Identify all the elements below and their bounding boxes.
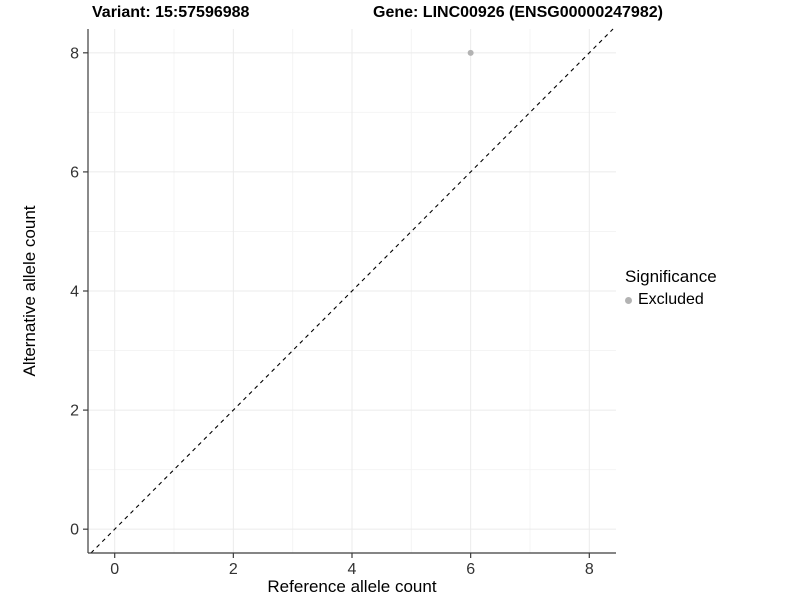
x-axis-title: Reference allele count xyxy=(267,577,437,596)
x-tick-label: 6 xyxy=(466,561,475,578)
gene-title: Gene: LINC00926 (ENSG00000247982) xyxy=(373,4,663,21)
legend-item-label: Excluded xyxy=(638,291,704,308)
legend-item-excluded: Excluded xyxy=(625,291,717,309)
x-tick-label: 0 xyxy=(110,561,119,578)
data-point-excluded xyxy=(467,49,474,56)
identity-line xyxy=(90,28,614,554)
legend-title: Significance xyxy=(625,267,717,286)
x-tick-label: 4 xyxy=(348,561,357,578)
y-tick-label: 2 xyxy=(70,403,79,420)
y-axis-title: Alternative allele count xyxy=(20,205,39,377)
x-tick-label: 2 xyxy=(229,561,238,578)
y-tick-label: 8 xyxy=(70,45,79,62)
x-tick-label: 8 xyxy=(585,561,594,578)
legend-point-icon xyxy=(625,296,632,304)
y-tick-label: 4 xyxy=(70,284,79,301)
y-tick-label: 0 xyxy=(70,522,79,539)
legend: Significance Excluded xyxy=(625,267,717,309)
variant-title: Variant: 15:57596988 xyxy=(92,4,250,21)
y-tick-label: 6 xyxy=(70,164,79,181)
